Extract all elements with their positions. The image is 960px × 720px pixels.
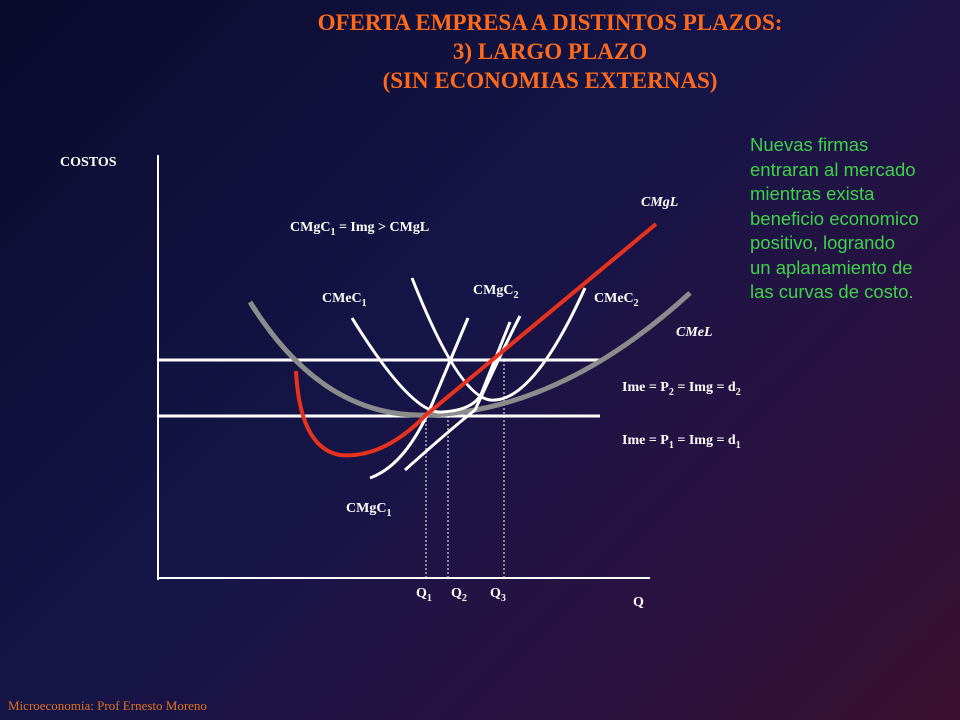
title-line-2: 3) LARGO PLAZO — [452, 39, 648, 64]
q1-label: Q1 — [416, 586, 432, 604]
cmec1-curve — [350, 317, 512, 414]
note-line: Nuevas firmas — [750, 134, 869, 155]
y-axis-label: COSTOS — [60, 155, 117, 170]
note-line: un aplanamiento de — [750, 256, 913, 278]
note-line: beneficio economico — [750, 207, 919, 229]
cmel-label: CMeL — [676, 325, 713, 340]
cmgc2-label: CMgC2 — [473, 283, 518, 301]
cmec2-label: CMeC2 — [594, 291, 639, 309]
q2-label: Q2 — [451, 586, 467, 604]
p1-line-label: Ime = P1 = Img = d1 — [622, 433, 741, 451]
cmec1-label: CMeC1 — [322, 291, 367, 309]
note-line: mientras exista — [750, 183, 875, 204]
cmel-curve — [247, 291, 692, 418]
cmgc1-label: CMgC1 — [346, 501, 391, 519]
cmgl-curve — [294, 222, 658, 458]
cmgc1-curve — [369, 317, 470, 480]
q3-label: Q3 — [490, 586, 506, 604]
p2-line-label: Ime = P2 = Img = d2 — [622, 380, 741, 398]
explanation-note: Nuevas firmas entraran al mercado mientr… — [750, 133, 960, 305]
cmec2-curve — [410, 277, 587, 402]
x-axis-label: Q — [633, 595, 644, 610]
title-line-3: (SIN ECONOMIAS EXTERNAS) — [382, 68, 718, 93]
cmgc1-condition-label: CMgC1 = Img > CMgL — [290, 220, 429, 238]
cmgc2-curve — [404, 315, 522, 472]
note-line: entraran al mercado — [750, 158, 916, 180]
note-line: positivo, logrando — [750, 232, 896, 253]
title-line-1: OFERTA EMPRESA A DISTINTOS PLAZOS: — [317, 10, 783, 35]
cmgl-label: CMgL — [641, 195, 678, 210]
note-line: las curvas de costo. — [750, 281, 914, 302]
footer-credit: Microeconomía: Prof Ernesto Moreno — [8, 698, 207, 713]
slide-title: OFERTA EMPRESA A DISTINTOS PLAZOS: 3) LA… — [180, 8, 920, 95]
